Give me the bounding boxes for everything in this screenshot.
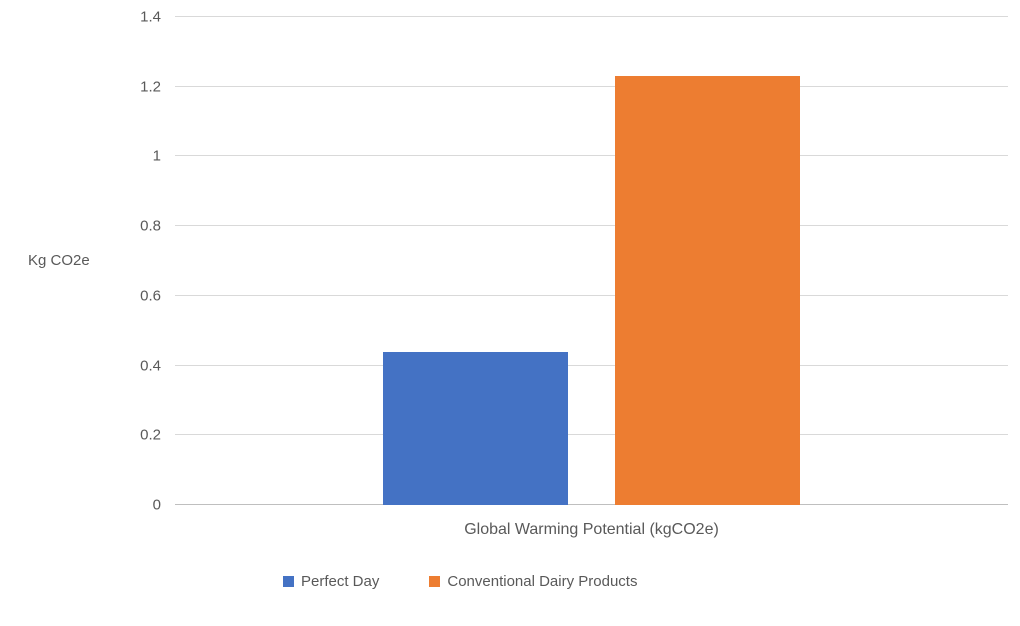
legend-item-conventional-dairy-products: Conventional Dairy Products <box>429 573 637 590</box>
y-tick-label: 0.2 <box>140 426 161 444</box>
y-tick-label: 1 <box>152 147 161 165</box>
y-tick-label: 0.6 <box>140 287 161 305</box>
gridline <box>175 434 1008 436</box>
gridline <box>175 364 1008 366</box>
y-axis-title: Kg CO2e <box>28 252 90 269</box>
plot-area: 0 0.2 0.4 0.6 0.8 1 1.2 1.4 <box>140 10 1008 513</box>
bar-conventional-dairy-products <box>615 76 800 505</box>
gridline <box>175 16 1008 17</box>
legend-swatch-icon <box>429 576 441 587</box>
gridline <box>175 85 1008 87</box>
legend: Perfect Day Conventional Dairy Products <box>283 573 637 590</box>
y-tick-label: 0.8 <box>140 217 161 235</box>
legend-label: Conventional Dairy Products <box>447 573 638 590</box>
legend-swatch-icon <box>283 576 294 587</box>
gridline <box>175 225 1008 227</box>
bar-group <box>175 17 1008 505</box>
x-axis-category-label: Global Warming Potential (kgCO2e) <box>464 521 719 538</box>
y-tick-label: 1.4 <box>140 8 161 26</box>
y-tick-label: 0.4 <box>140 357 161 375</box>
bar-perfect-day <box>383 351 568 505</box>
legend-label: Perfect Day <box>301 573 380 590</box>
y-tick-label: 0 <box>152 496 161 514</box>
gridline <box>175 155 1008 157</box>
x-axis-line <box>175 504 1008 505</box>
legend-item-perfect-day: Perfect Day <box>283 573 379 590</box>
gridline <box>175 294 1008 296</box>
y-tick-label: 1.2 <box>140 78 161 96</box>
